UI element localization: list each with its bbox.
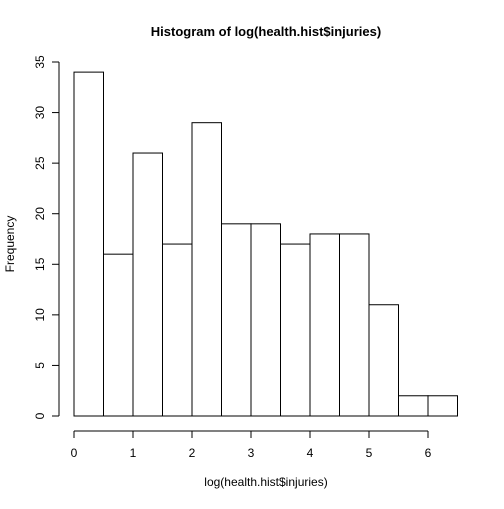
x-tick-label: 1 [130, 446, 137, 460]
histogram-bar [250, 223, 281, 417]
histogram-bar [368, 304, 399, 417]
x-tick-label: 0 [71, 446, 78, 460]
x-tick-label: 5 [366, 446, 373, 460]
x-axis: 0 1 2 3 4 5 6 [71, 430, 432, 460]
histogram-bar [339, 233, 370, 417]
x-tick-label: 4 [307, 446, 314, 460]
histogram-bar [103, 253, 134, 417]
histogram-bar [132, 152, 163, 417]
histogram-bar [221, 223, 252, 417]
y-tick-label: 5 [33, 362, 47, 369]
histogram-bar [191, 122, 222, 417]
y-axis-label: Frequency [3, 216, 17, 273]
y-tick-label: 10 [33, 308, 47, 322]
histogram-bar [73, 71, 104, 417]
y-tick-label: 15 [33, 257, 47, 271]
y-tick-label: 25 [33, 156, 47, 170]
histogram-bar [162, 243, 193, 417]
histogram-bar [280, 243, 311, 417]
y-tick-label: 20 [33, 207, 47, 221]
histogram-bar [309, 233, 340, 417]
chart-title: Histogram of log(health.hist$injuries) [151, 24, 381, 39]
x-tick-label: 6 [425, 446, 432, 460]
y-tick-label: 30 [33, 106, 47, 120]
x-axis-label: log(health.hist$injuries) [204, 475, 327, 489]
histogram-bar [398, 395, 429, 417]
histogram-bars [73, 71, 458, 417]
y-tick-label: 0 [33, 412, 47, 419]
y-tick-label: 35 [33, 55, 47, 69]
x-tick-label: 2 [189, 446, 196, 460]
y-axis: 0 5 10 15 20 25 30 35 [33, 55, 60, 419]
x-tick-label: 3 [248, 446, 255, 460]
histogram-bar [427, 395, 458, 417]
